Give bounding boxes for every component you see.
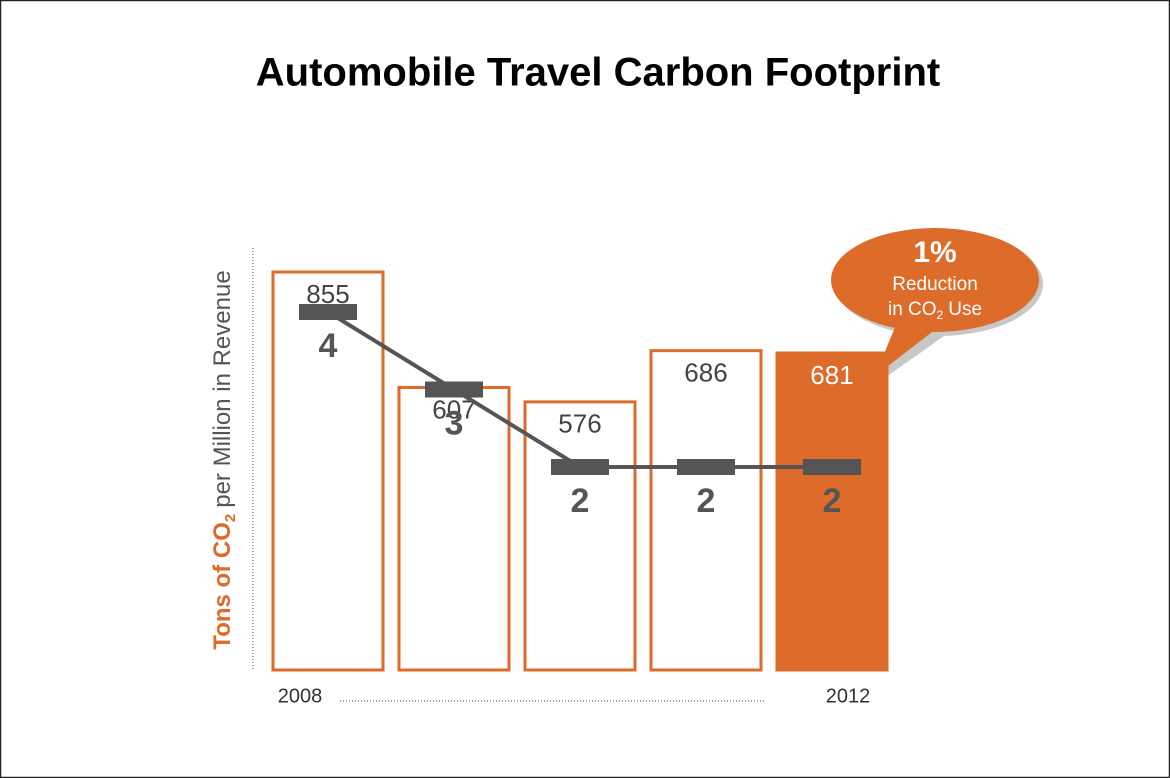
bar-value-label: 686 — [684, 358, 727, 388]
line-marker — [299, 304, 357, 320]
callout-line1: Reduction — [892, 274, 978, 295]
line-marker — [677, 459, 735, 475]
line-value-label: 2 — [571, 482, 590, 520]
line-marker — [803, 459, 861, 475]
line-value-label: 3 — [445, 404, 464, 442]
callout-headline: 1% — [913, 236, 956, 269]
bar — [271, 270, 385, 672]
bar-value-label: 855 — [306, 279, 349, 309]
bar — [649, 349, 763, 672]
line-value-label: 2 — [823, 482, 842, 520]
bar-value-label: 576 — [558, 409, 601, 439]
line-value-label: 2 — [697, 482, 716, 520]
x-tick-label: 2012 — [826, 685, 871, 707]
bar — [775, 351, 889, 672]
line-marker — [551, 459, 609, 475]
x-tick-label: 2008 — [278, 685, 323, 707]
callout-shadow — [876, 322, 954, 384]
chart-title: Automobile Travel Carbon Footprint — [256, 51, 940, 95]
callout: 1% Reduction in CO2 Use — [831, 228, 1043, 384]
callout-line2-sub: 2 — [937, 308, 944, 322]
callout-line2-end: Use — [948, 299, 982, 320]
y-axis-label: Tons of CO2 per Million in Revenue — [209, 270, 239, 649]
callout-line2-text: in CO — [888, 299, 937, 320]
line-value-label: 4 — [319, 327, 338, 365]
y-label-rest: per Million in Revenue — [209, 270, 236, 507]
bar-value-label: 681 — [810, 360, 853, 390]
callout-line2: in CO2 Use — [888, 299, 982, 322]
y-label-bold: Tons of CO — [209, 522, 236, 650]
line-marker — [425, 381, 483, 398]
y-label-sub: 2 — [222, 514, 239, 522]
callout-body — [831, 228, 1039, 332]
